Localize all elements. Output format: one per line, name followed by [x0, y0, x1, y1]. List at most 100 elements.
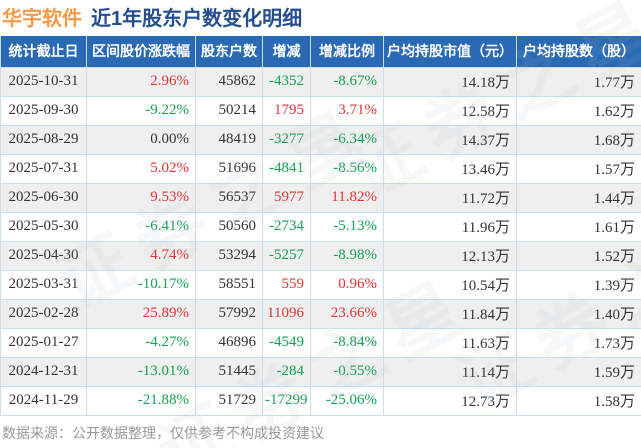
table-cell: 2025-07-31	[0, 153, 87, 184]
table-cell: -4549	[262, 327, 311, 358]
table-cell: -8.67%	[310, 66, 384, 97]
table-row: 2025-03-31 -10.17% 58551 559 0.96% 10.54万 1.39…	[0, 269, 641, 300]
table-cell: 2025-05-30	[0, 211, 87, 242]
table-cell: 14.37万	[383, 124, 517, 155]
table-row: 2025-10-31 2.96% 45862 -4352 -8.67% 14.18万 1.7…	[0, 66, 641, 97]
table-row: 2025-06-30 9.53% 56537 5977 11.82% 11.72万 1.44…	[0, 182, 641, 213]
table-row: 2025-02-28 25.89% 57992 11096 23.66% 11.84万 1.…	[0, 298, 641, 329]
table-row: 2025-04-30 4.74% 53294 -5257 -8.98% 12.13万 1.5…	[0, 240, 641, 271]
table-row: 2025-01-27 -4.27% 46896 -4549 -8.84% 11.63万 1.…	[0, 327, 641, 358]
table-cell: 2025-09-30	[0, 95, 87, 126]
table-row: 2025-09-30 -9.22% 50214 1795 3.71% 12.58万 1.62…	[0, 95, 641, 126]
table-header-row: 统计截止日 区间股价涨跌幅 股东户数 增减 增减比例 户均持股市值（元） 户均持股数（股）	[0, 36, 641, 68]
table-cell: 56537	[195, 182, 263, 213]
page-title: 华宇软件 近1年股东户数变化明细	[2, 4, 302, 34]
table-cell: 50214	[195, 95, 263, 126]
table-cell: -2734	[262, 211, 311, 242]
data-source-note: 数据来源：公开数据整理，仅供参考不构成投资建议	[2, 425, 324, 441]
table-body: 2025-10-31 2.96% 45862 -4352 -8.67% 14.18万 1.7…	[0, 66, 641, 416]
table-cell: 1.39万	[516, 269, 641, 300]
table-cell: 11.82%	[310, 182, 384, 213]
table-cell: 53294	[195, 240, 263, 271]
table-row: 2025-07-31 5.02% 51696 -4841 -8.56% 13.46万 1.5…	[0, 153, 641, 184]
table-cell: 58551	[195, 269, 263, 300]
table-cell: 12.13万	[383, 240, 517, 271]
table-cell: 2025-06-30	[0, 182, 87, 213]
column-header: 增减比例	[310, 36, 384, 68]
table-cell: 0.00%	[86, 124, 196, 155]
shareholder-table: 统计截止日 区间股价涨跌幅 股东户数 增减 增减比例 户均持股市值（元） 户均持股数（股） …	[0, 36, 641, 416]
table-cell: 12.73万	[383, 385, 517, 416]
table-cell: 12.58万	[383, 95, 517, 126]
table-cell: -4352	[262, 66, 311, 97]
table-cell: 5.02%	[86, 153, 196, 184]
table-cell: 2025-01-27	[0, 327, 87, 358]
table-cell: -10.17%	[86, 269, 196, 300]
report-title: 近1年股东户数变化明细	[91, 8, 303, 30]
table-cell: 51696	[195, 153, 263, 184]
table-cell: 5977	[262, 182, 311, 213]
table-cell: -3277	[262, 124, 311, 155]
table-cell: -17299	[262, 385, 311, 416]
table-cell: 2025-08-29	[0, 124, 87, 155]
table-cell: 11.72万	[383, 182, 517, 213]
table-cell: 1.59万	[516, 356, 641, 387]
column-header: 户均持股市值（元）	[383, 36, 517, 68]
table-cell: 1.44万	[516, 182, 641, 213]
table-row: 2024-12-31 -13.01% 51445 -284 -0.55% 11.14万 1.…	[0, 356, 641, 387]
table-cell: -5.13%	[310, 211, 384, 242]
table-cell: 46896	[195, 327, 263, 358]
table-row: 2025-05-30 -6.41% 50560 -2734 -5.13% 11.96万 1.…	[0, 211, 641, 242]
table-row: 2025-08-29 0.00% 48419 -3277 -6.34% 14.37万 1.6…	[0, 124, 641, 155]
table-cell: 51445	[195, 356, 263, 387]
table-cell: -6.41%	[86, 211, 196, 242]
table-cell: 3.71%	[310, 95, 384, 126]
table-cell: 2025-10-31	[0, 66, 87, 97]
table-cell: 1.52万	[516, 240, 641, 271]
table-cell: -25.06%	[310, 385, 384, 416]
table-cell: 45862	[195, 66, 263, 97]
table-cell: -4841	[262, 153, 311, 184]
table-cell: 13.46万	[383, 153, 517, 184]
table-cell: 57992	[195, 298, 263, 329]
table-cell: 48419	[195, 124, 263, 155]
table-cell: 1.40万	[516, 298, 641, 329]
table-cell: -4.27%	[86, 327, 196, 358]
table-cell: 11.96万	[383, 211, 517, 242]
table-cell: 2024-12-31	[0, 356, 87, 387]
table-cell: 11.63万	[383, 327, 517, 358]
stock-name: 华宇软件	[2, 8, 82, 30]
table-cell: 2024-11-29	[0, 385, 87, 416]
table-cell: -0.55%	[310, 356, 384, 387]
table-cell: 11096	[262, 298, 311, 329]
table-cell: 51729	[195, 385, 263, 416]
table-cell: 1.68万	[516, 124, 641, 155]
table-cell: -13.01%	[86, 356, 196, 387]
table-cell: -9.22%	[86, 95, 196, 126]
table-cell: -6.34%	[310, 124, 384, 155]
table-cell: 1795	[262, 95, 311, 126]
table-cell: 11.14万	[383, 356, 517, 387]
table-cell: -8.98%	[310, 240, 384, 271]
column-header: 统计截止日	[0, 36, 87, 68]
table-cell: 1.77万	[516, 66, 641, 97]
table-cell: 1.61万	[516, 211, 641, 242]
table-cell: 2.96%	[86, 66, 196, 97]
table-cell: 50560	[195, 211, 263, 242]
table-cell: 559	[262, 269, 311, 300]
table-cell: -8.56%	[310, 153, 384, 184]
column-header: 增减	[262, 36, 311, 68]
column-header: 区间股价涨跌幅	[86, 36, 196, 68]
table-cell: 4.74%	[86, 240, 196, 271]
table-cell: 11.84万	[383, 298, 517, 329]
table-cell: 9.53%	[86, 182, 196, 213]
table-cell: 1.73万	[516, 327, 641, 358]
table-cell: 2025-04-30	[0, 240, 87, 271]
column-header: 户均持股数（股）	[516, 36, 641, 68]
table-cell: 0.96%	[310, 269, 384, 300]
table-row: 2024-11-29 -21.88% 51729 -17299 -25.06% 12.73…	[0, 385, 641, 416]
table-cell: 1.57万	[516, 153, 641, 184]
table-cell: 14.18万	[383, 66, 517, 97]
table-cell: -284	[262, 356, 311, 387]
